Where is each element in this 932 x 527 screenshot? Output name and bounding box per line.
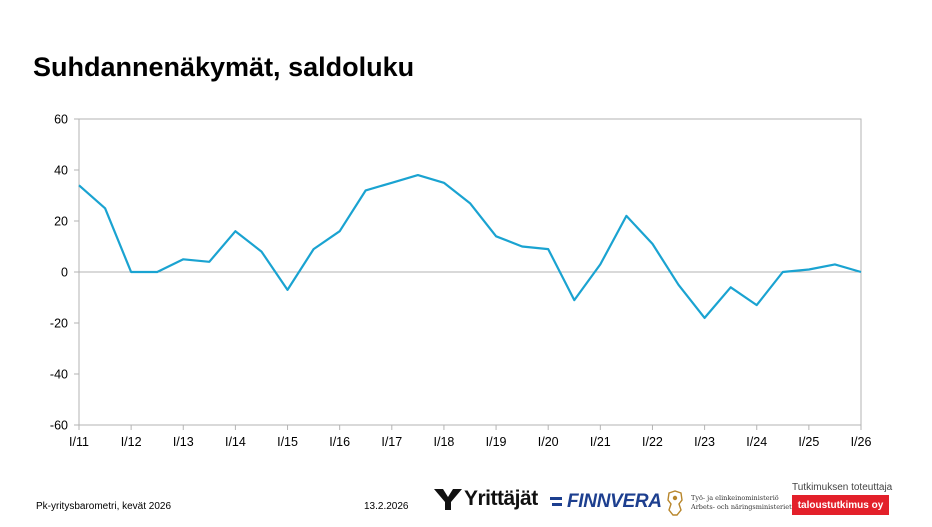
y-axis: 60 40 20 0 -20 -40 -60 (50, 113, 79, 433)
research-label: Tutkimuksen toteuttaja (792, 482, 893, 493)
x-tick-label: I/16 (329, 435, 350, 449)
x-tick-label: I/18 (434, 435, 455, 449)
y-tick-label: 40 (54, 164, 68, 178)
tem-logo: Työ- ja elinkeinoministeriö Arbets- och … (665, 490, 792, 516)
x-tick-label: I/19 (486, 435, 507, 449)
page-title: Suhdannenäkymät, saldoluku (33, 52, 415, 82)
x-tick-label: I/23 (694, 435, 715, 449)
x-tick-label: I/22 (642, 435, 663, 449)
finnvera-logo: FINNVERA (549, 491, 662, 513)
x-tick-label: I/12 (121, 435, 142, 449)
y-tick-label: 0 (61, 266, 68, 280)
x-tick-label: I/17 (381, 435, 402, 449)
x-tick-label: I/15 (277, 435, 298, 449)
y-tick-label: 20 (54, 215, 68, 229)
x-tick-label: I/20 (538, 435, 559, 449)
y-tick-label: -20 (50, 317, 68, 331)
yrittajat-logo-text: Yrittäjät (464, 487, 538, 510)
taloustutkimus-logo: taloustutkimus oy (792, 495, 889, 515)
yrittajat-logo-icon (434, 489, 462, 510)
finnvera-logo-icon (550, 497, 562, 506)
x-tick-label: I/11 (69, 435, 89, 449)
y-tick-label: -60 (50, 419, 68, 433)
x-tick-label: I/13 (173, 435, 194, 449)
series-line (78, 174, 862, 319)
x-tick-label: I/24 (746, 435, 767, 449)
x-tick-label: I/21 (590, 435, 611, 449)
x-tick-label: I/26 (851, 435, 872, 449)
finnvera-logo-text: FINNVERA (567, 491, 662, 512)
y-tick-label: -40 (50, 368, 68, 382)
footer-source: Pk-yritysbarometri, kevät 2026 (36, 501, 172, 512)
x-axis: I/11 I/12 I/13 I/14 I/15 I/16 I/17 I/18 I/19 I/20… (69, 425, 871, 449)
yrittajat-logo: Yrittäjät (433, 487, 538, 511)
x-tick-label: I/14 (225, 435, 246, 449)
tem-name-fi: Työ- ja elinkeinoministeriö (691, 494, 779, 502)
lion-crest-icon (667, 490, 683, 516)
tem-name-sv: Arbets- och näringsministeriet (691, 503, 792, 511)
footer-date: 13.2.2026 (364, 501, 409, 512)
x-tick-label: I/25 (798, 435, 819, 449)
y-tick-label: 60 (54, 113, 68, 127)
